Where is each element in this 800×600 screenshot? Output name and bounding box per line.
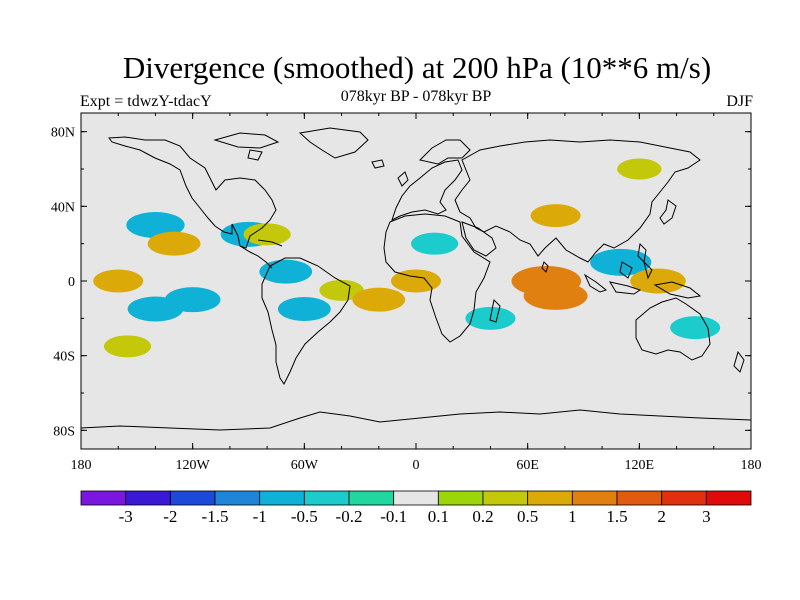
contour-region [391, 269, 441, 293]
period-label: 078kyr BP - 078kyr BP [340, 88, 492, 105]
map-title: Divergence (smoothed) at 200 hPa (10**6 … [122, 50, 712, 85]
colorbar-label: 0.2 [472, 507, 493, 526]
colorbar-label: -0.5 [291, 507, 318, 526]
divergence-contours [93, 158, 721, 358]
contour-region [147, 231, 201, 256]
coastline-south-america [261, 257, 351, 385]
contour-region [352, 287, 406, 312]
lat-tick-label: 40N [51, 200, 75, 215]
lat-tick-label: 0 [68, 275, 75, 290]
coastline-australia [635, 297, 711, 361]
lat-tick-label: 80S [53, 424, 75, 439]
colorbar-label: 0.5 [517, 507, 538, 526]
colorbar-label: 1.5 [606, 507, 627, 526]
coastline-arctic-islands [213, 132, 280, 161]
contour-region [103, 335, 152, 358]
colorbar: -3 -2 -1.5 -1 -0.5 -0.2 -0.1 0.1 0.2 0.5 1 1.5 2 3 [80, 490, 752, 526]
contour-region [259, 259, 313, 284]
coastline-new-zealand [733, 350, 745, 373]
colorbar-swatch [259, 490, 305, 506]
colorbar-swatch [661, 490, 707, 506]
contour-region [411, 232, 459, 255]
colorbar-swatch [437, 490, 484, 506]
lon-tick-label: 180 [71, 458, 92, 473]
latitude-ticks: 80N 40N 0 40S 80S [51, 126, 751, 439]
colorbar-swatch [393, 490, 439, 506]
coastline-sri-lanka [541, 261, 549, 273]
lat-tick-label: 40S [53, 350, 75, 365]
lon-tick-label: 60W [291, 458, 319, 473]
coastline-indonesia [583, 260, 702, 299]
colorbar-swatch [348, 490, 395, 506]
colorbar-swatch [616, 490, 663, 506]
lon-tick-label: 120E [625, 458, 655, 473]
colorbar-swatch [571, 490, 618, 506]
contour-region [277, 297, 331, 321]
contour-region [243, 223, 291, 246]
coastline-greenland [298, 127, 369, 159]
coastline-arabia [461, 221, 497, 257]
colorbar-label: 1 [568, 507, 577, 526]
coastline-iceland [371, 159, 385, 169]
colorbar-label: 3 [702, 507, 711, 526]
contour-region [126, 212, 185, 238]
contour-region [630, 268, 686, 294]
contour-region [670, 316, 721, 340]
colorbar-label: -1.5 [202, 507, 229, 526]
colorbar-swatch [482, 490, 529, 506]
lon-tick-label: 60E [516, 458, 539, 473]
colorbar-label: -0.1 [380, 507, 407, 526]
coastline-japan [659, 199, 677, 225]
coastline-africa [383, 213, 491, 343]
colorbar-swatch [303, 490, 350, 506]
colorbar-swatch [705, 490, 752, 506]
colorbar-label: 2 [657, 507, 666, 526]
lon-tick-label: 120W [176, 458, 211, 473]
coastline-scandinavia [419, 139, 471, 165]
coastline-europe [391, 159, 463, 221]
colorbar-label: -3 [119, 507, 133, 526]
coastline-central-america [239, 245, 273, 269]
colorbar-label: -1 [253, 507, 267, 526]
colorbar-swatch [80, 490, 127, 506]
coastline-antarctica [81, 409, 751, 431]
colorbar-swatch [169, 490, 216, 506]
season-label: DJF [726, 93, 753, 110]
colorbar-swatch [527, 490, 573, 506]
coastlines [81, 127, 751, 431]
lon-tick-label: 180 [741, 458, 762, 473]
lon-tick-label: 0 [413, 458, 420, 473]
colorbar-label: -0.2 [336, 507, 363, 526]
colorbar-swatch [214, 490, 261, 506]
longitude-ticks: 180 120W 60W 0 60E 120E 180 [71, 113, 762, 473]
coastline-madagascar [489, 298, 501, 323]
colorbar-label: -2 [163, 507, 177, 526]
coastline-british-isles [397, 171, 409, 187]
colorbar-label: 0.1 [428, 507, 449, 526]
lat-tick-label: 80N [51, 126, 75, 141]
contour-region [617, 158, 662, 180]
contour-region [319, 279, 364, 301]
colorbar-swatch [125, 490, 171, 506]
coastline-philippines [637, 242, 647, 264]
coastline-north-america [108, 136, 277, 249]
contour-region [590, 248, 652, 276]
experiment-label: Expt = tdwzY-tdacY [80, 93, 212, 110]
contour-region [164, 287, 221, 313]
contour-region [523, 281, 588, 310]
coastline-caribbean [257, 239, 283, 247]
contour-region [93, 269, 144, 293]
contour-region [530, 204, 581, 228]
